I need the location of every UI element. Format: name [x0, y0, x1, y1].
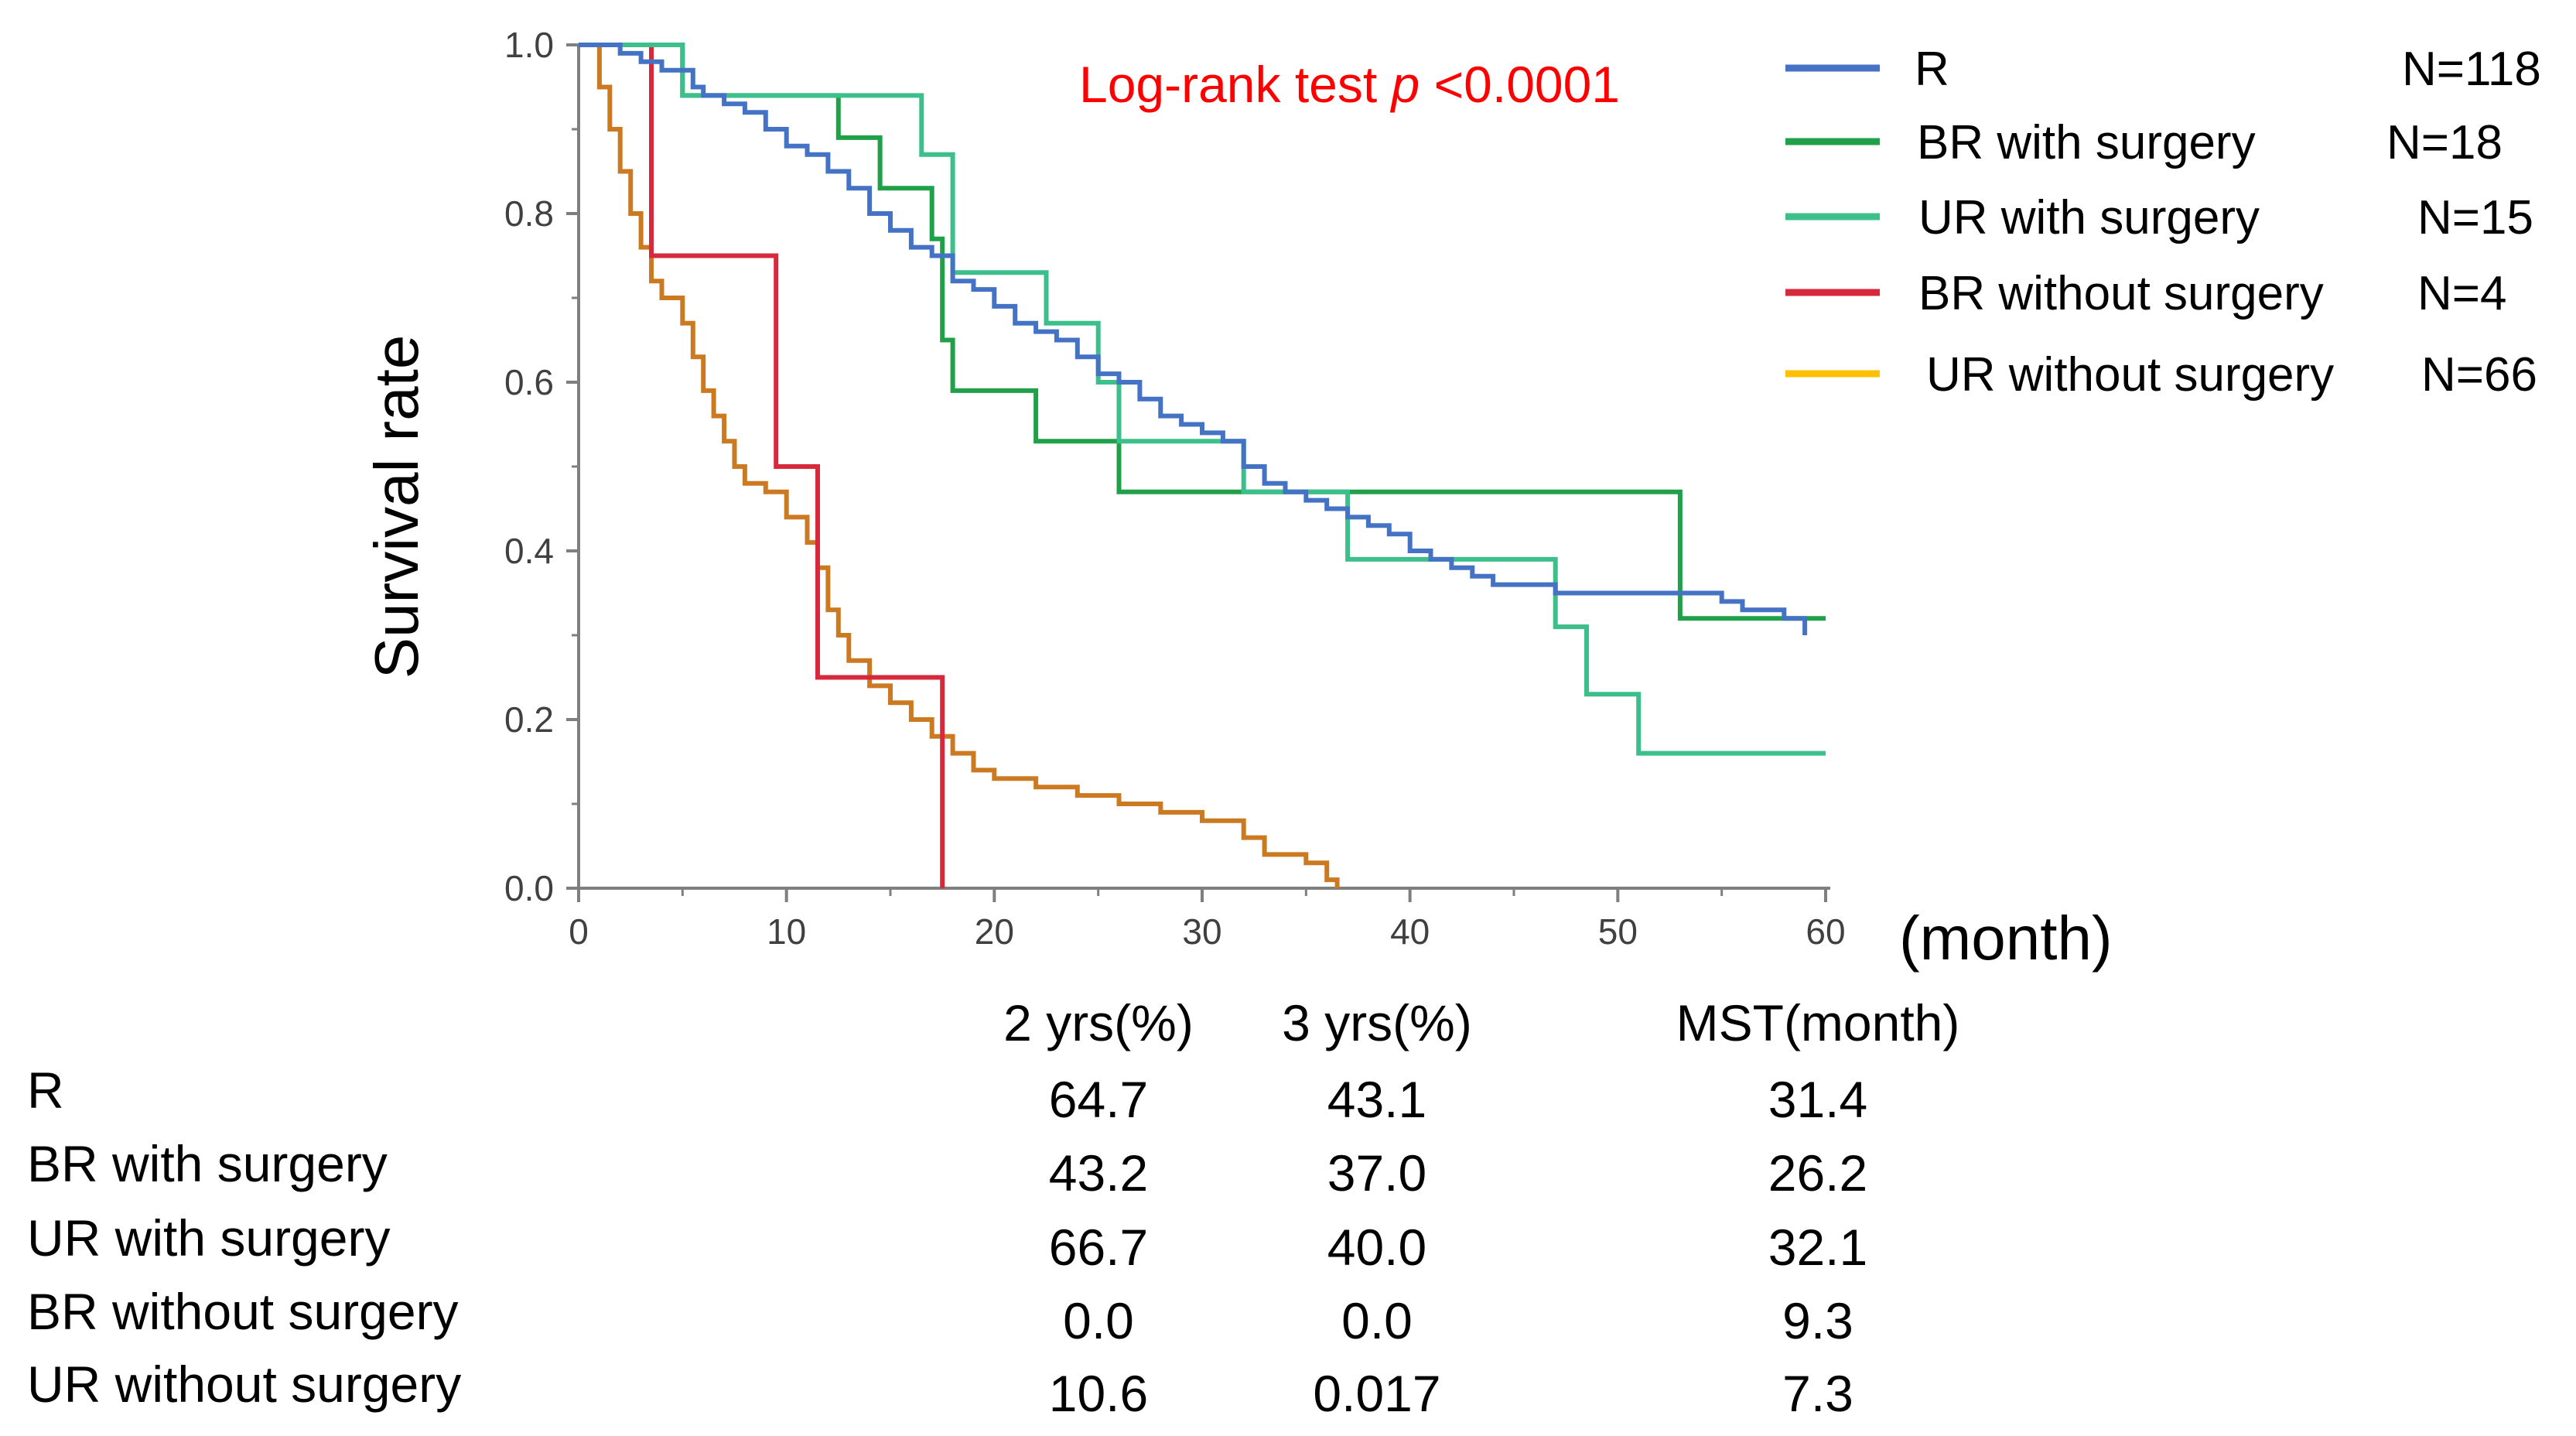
table-row-label: R: [27, 1062, 64, 1119]
curve-ur-with-surgery: [579, 43, 1826, 756]
table-row-label: UR with surgery: [27, 1209, 390, 1267]
table-cell: 9.3: [1782, 1292, 1853, 1349]
y-tick-label: 1.0: [504, 25, 554, 65]
x-tick-label: 50: [1598, 911, 1638, 952]
curve-r: [579, 43, 1808, 635]
table-cell: 0.0: [1341, 1292, 1413, 1349]
x-tick-label: 10: [767, 911, 806, 952]
table-cell: 64.7: [1049, 1071, 1148, 1128]
y-tick-label: 0.8: [504, 193, 554, 234]
legend-n: N=15: [2417, 191, 2533, 244]
axes: [577, 45, 1830, 890]
legend-label: UR without surgery: [1926, 348, 2334, 402]
table-cell: 31.4: [1768, 1071, 1867, 1128]
legend-label: BR with surgery: [1917, 116, 2256, 169]
legend-label: BR without surgery: [1918, 267, 2324, 320]
legend-n: N=18: [2386, 116, 2503, 169]
x-tick-label: 20: [975, 911, 1014, 952]
table-cell: 32.1: [1768, 1219, 1867, 1276]
curve-ur-without-surgery: [579, 43, 1340, 888]
legend-n: N=66: [2421, 348, 2537, 402]
curve-br-with-surgery: [579, 43, 1826, 621]
logrank-annotation: Log-rank test p <0.0001: [1079, 56, 1620, 113]
table-header: 3 yrs(%): [1282, 994, 1472, 1051]
y-tick-label: 0.0: [504, 868, 554, 908]
x-tick-label: 40: [1390, 911, 1430, 952]
summary-table: 2 yrs(%) 3 yrs(%) MST(month) R 64.7 43.1 31.4 B…: [27, 994, 1959, 1422]
x-tick-label: 0: [569, 911, 589, 952]
y-tick-label: 0.4: [504, 531, 554, 571]
curve-br-without-surgery: [579, 43, 945, 888]
y-axis-label: Survival rate: [362, 335, 431, 679]
table-cell: 0.0: [1063, 1292, 1134, 1349]
legend-label: UR with surgery: [1918, 191, 2260, 244]
table-cell: 10.6: [1049, 1365, 1148, 1422]
table-cell: 40.0: [1327, 1219, 1426, 1276]
table-header: 2 yrs(%): [1003, 994, 1194, 1051]
x-tick-label: 60: [1806, 911, 1845, 952]
y-tick-label: 0.6: [504, 362, 554, 402]
table-cell: 43.2: [1049, 1144, 1148, 1202]
legend: R N=118 BR with surgery N=18 UR with surgery…: [1785, 43, 2541, 402]
table-header: MST(month): [1676, 994, 1960, 1051]
y-tick-label: 0.2: [504, 699, 554, 740]
axis-ticks: 0 10 20 30 40 50 60 0.0 0.2 0.4 0.6 0.8 1.0: [504, 25, 1846, 952]
legend-n: N=4: [2417, 267, 2506, 320]
x-tick-label: 30: [1182, 911, 1221, 952]
table-cell: 26.2: [1768, 1144, 1867, 1202]
table-cell: 43.1: [1327, 1071, 1426, 1128]
table-cell: 7.3: [1782, 1365, 1853, 1422]
table-row-label: BR without surgery: [27, 1283, 459, 1340]
x-axis-label: (month): [1899, 904, 2113, 973]
table-cell: 66.7: [1049, 1219, 1148, 1276]
legend-n: N=118: [2402, 43, 2541, 96]
table-row-label: BR with surgery: [27, 1135, 388, 1192]
table-cell: 0.017: [1313, 1365, 1440, 1422]
survival-curves: [579, 43, 1826, 888]
table-cell: 37.0: [1327, 1144, 1426, 1202]
legend-label: R: [1915, 43, 1949, 96]
table-row-label: UR without surgery: [27, 1356, 461, 1413]
